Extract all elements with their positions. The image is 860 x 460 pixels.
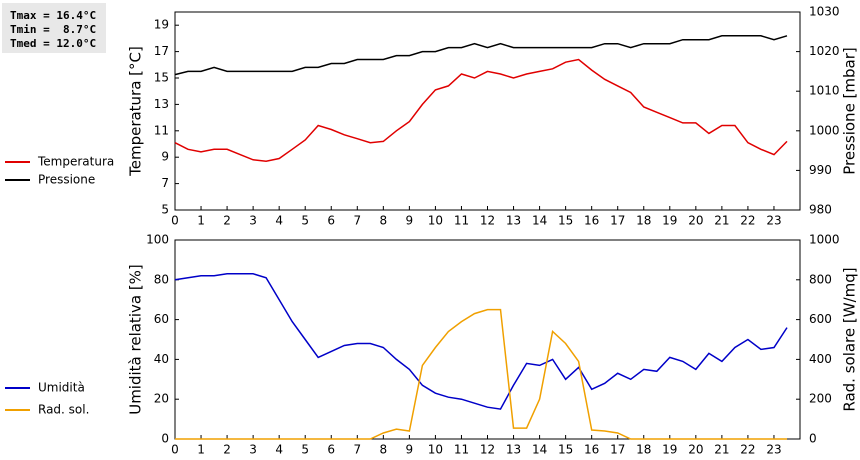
x-tick-label: 19 [662, 443, 677, 457]
y2-tick-label: 980 [809, 203, 832, 217]
x-tick-label: 18 [636, 214, 651, 228]
y2-tick-label: 400 [809, 352, 832, 366]
y-axis-label: Umidità relativa [%] [127, 264, 145, 415]
x-tick-label: 16 [584, 214, 599, 228]
x-tick-label: 9 [406, 443, 414, 457]
plot-frame [174, 11, 801, 211]
x-tick-label: 11 [454, 443, 469, 457]
data-line [175, 308, 787, 440]
y-tick-label: 7 [161, 176, 169, 190]
y2-tick-label: 1020 [809, 44, 840, 58]
x-tick-label: 1 [197, 443, 205, 457]
data-line [174, 273, 788, 410]
y-tick-label: 0 [161, 432, 169, 446]
x-tick-label: 4 [275, 214, 283, 228]
x-tick-label: 10 [428, 443, 443, 457]
x-tick-label: 18 [636, 443, 651, 457]
y-tick-label: 60 [154, 312, 169, 326]
x-tick-label: 17 [610, 443, 625, 457]
x-tick-label: 3 [249, 214, 257, 228]
x-tick-label: 8 [380, 214, 388, 228]
legend-label: Umidità [38, 381, 85, 395]
x-tick-label: 13 [506, 214, 521, 228]
x-tick-label: 20 [688, 443, 703, 457]
x-tick-label: 7 [353, 214, 361, 228]
y2-axis-label: Pressione [mbar] [841, 47, 859, 175]
x-tick-label: 5 [301, 214, 309, 228]
y-tick-label: 17 [154, 44, 169, 58]
x-tick-label: 12 [480, 443, 495, 457]
legend-label: Pressione [38, 173, 95, 187]
x-tick-label: 16 [584, 443, 599, 457]
x-tick-label: 4 [275, 443, 283, 457]
y2-tick-label: 200 [809, 392, 832, 406]
x-tick-label: 15 [558, 443, 573, 457]
x-tick-label: 19 [662, 214, 677, 228]
x-tick-label: 10 [428, 214, 443, 228]
y-tick-label: 9 [161, 150, 169, 164]
data-line [174, 35, 788, 76]
x-tick-label: 9 [406, 214, 414, 228]
y-tick-label: 15 [154, 71, 169, 85]
y2-tick-label: 990 [809, 163, 832, 177]
x-tick-label: 2 [223, 443, 231, 457]
x-tick-label: 22 [740, 443, 755, 457]
stats-line: Tmed = 12.0°C [10, 37, 96, 50]
data-line [174, 58, 788, 162]
x-tick-label: 1 [197, 214, 205, 228]
x-tick-label: 23 [766, 443, 781, 457]
x-tick-label: 21 [714, 443, 729, 457]
y-tick-label: 5 [161, 203, 169, 217]
y-tick-label: 100 [146, 233, 169, 247]
x-tick-label: 6 [327, 443, 335, 457]
y-tick-label: 20 [154, 392, 169, 406]
y2-tick-label: 800 [809, 272, 832, 286]
x-tick-label: 21 [714, 214, 729, 228]
x-tick-label: 14 [532, 214, 547, 228]
plot-frame [174, 239, 801, 440]
x-tick-label: 11 [454, 214, 469, 228]
legend-label: Temperatura [37, 155, 114, 169]
x-tick-label: 6 [327, 214, 335, 228]
y2-axis-label: Rad. solare [W/mq] [841, 267, 859, 411]
x-tick-label: 20 [688, 214, 703, 228]
y2-tick-label: 1030 [809, 5, 840, 19]
x-tick-label: 12 [480, 214, 495, 228]
x-tick-label: 0 [171, 443, 179, 457]
x-tick-label: 8 [380, 443, 388, 457]
y-tick-label: 19 [154, 18, 169, 32]
x-tick-label: 22 [740, 214, 755, 228]
x-tick-label: 5 [301, 443, 309, 457]
y-tick-label: 80 [154, 272, 169, 286]
y-tick-label: 13 [154, 97, 169, 111]
stats-line: Tmax = 16.4°C [10, 9, 96, 22]
y-axis-label: Temperatura [°C] [127, 46, 145, 177]
y2-tick-label: 1010 [809, 84, 840, 98]
y2-tick-label: 0 [809, 432, 817, 446]
y2-tick-label: 1000 [809, 233, 840, 247]
legend-label: Rad. sol. [38, 403, 89, 417]
x-tick-label: 23 [766, 214, 781, 228]
y2-tick-label: 600 [809, 312, 832, 326]
stats-box [2, 3, 106, 53]
x-tick-label: 2 [223, 214, 231, 228]
x-tick-label: 0 [171, 214, 179, 228]
x-tick-label: 13 [506, 443, 521, 457]
x-tick-label: 15 [558, 214, 573, 228]
x-tick-label: 3 [249, 443, 257, 457]
stats-line: Tmin = 8.7°C [10, 23, 96, 36]
x-tick-label: 7 [353, 443, 361, 457]
x-tick-label: 17 [610, 214, 625, 228]
x-tick-label: 14 [532, 443, 547, 457]
y2-tick-label: 1000 [809, 123, 840, 137]
y-tick-label: 11 [154, 123, 169, 137]
y-tick-label: 40 [154, 352, 169, 366]
